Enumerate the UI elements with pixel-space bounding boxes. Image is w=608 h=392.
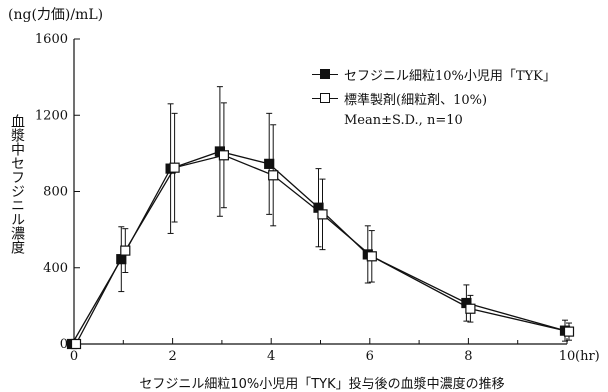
y-tick-label-1600: 1600	[35, 32, 68, 47]
series-1	[70, 102, 575, 350]
legend-entry-tyk: セフジニル細粒10%小児用「TYK」	[312, 62, 556, 86]
data-point-1-5	[317, 209, 328, 220]
x-tick-label-6: 6	[366, 349, 374, 364]
x-tick-label-4: 4	[267, 349, 275, 364]
data-point-1-4	[268, 170, 279, 181]
x-tick-label-8: 8	[464, 349, 472, 364]
y-unit-label: (ng(力価)/mL)	[8, 7, 104, 23]
data-point-1-0	[70, 338, 82, 350]
y-tick-label-800: 800	[43, 185, 68, 200]
data-point-1-7	[465, 303, 476, 314]
legend-swatch-filled-square	[312, 67, 338, 81]
data-point-1-2	[169, 162, 180, 173]
legend-swatch-open-square	[312, 91, 338, 105]
series-layer	[66, 86, 575, 350]
x-unit-label: (hr)	[575, 349, 600, 364]
x-tick-label-0: 0	[70, 349, 78, 364]
y-axis-title: 血漿中セフジニル濃度	[9, 114, 25, 254]
data-point-1-1	[120, 245, 131, 256]
y-tick-label-400: 400	[43, 261, 68, 276]
legend: セフジニル細粒10%小児用「TYK」 標準製剤(細粒剤、10%) Mean±S.…	[312, 62, 556, 132]
x-tick-label-2: 2	[168, 349, 176, 364]
data-point-1-6	[366, 251, 377, 262]
legend-entry-standard: 標準製剤(細粒剤、10%)	[312, 86, 556, 110]
data-point-1-3	[218, 150, 229, 161]
legend-label-tyk: セフジニル細粒10%小児用「TYK」	[344, 68, 556, 84]
legend-label-standard: 標準製剤(細粒剤、10%)	[344, 92, 488, 108]
annotation-mean-sd: Mean±S.D., n=10	[344, 113, 463, 128]
data-point-0-4	[264, 158, 275, 169]
y-tick-label-1200: 1200	[35, 108, 68, 123]
x-tick-label-10: 10	[559, 349, 576, 364]
x-axis-title: セフジニル細粒10%小児用「TYK」投与後の血漿中濃度の推移	[139, 377, 505, 392]
axes: 0 400 800 1200 1600 0 2 4 6 8 10 (hr)	[35, 32, 600, 364]
data-point-1-8	[563, 326, 575, 337]
y-tick-label-0: 0	[60, 337, 68, 352]
